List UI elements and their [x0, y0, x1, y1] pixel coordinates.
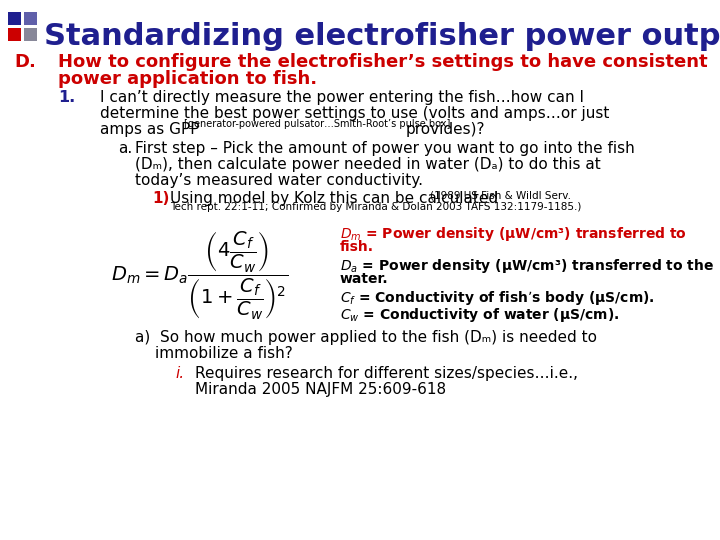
Text: 1): 1) [152, 191, 169, 206]
Text: How to configure the electrofisher’s settings to have consistent: How to configure the electrofisher’s set… [58, 53, 708, 71]
Text: Using model by Kolz this can be calculated: Using model by Kolz this can be calculat… [170, 191, 498, 206]
Bar [8, 28, 21, 41]
Bar [8, 12, 21, 25]
Text: Miranda 2005 NAJFM 25:609-618: Miranda 2005 NAJFM 25:609-618 [195, 382, 446, 397]
Text: amps as GPP: amps as GPP [100, 122, 199, 137]
Text: I can’t directly measure the power entering the fish…how can I: I can’t directly measure the power enter… [100, 90, 584, 105]
Text: Standardizing electrofisher power output:: Standardizing electrofisher power output… [44, 22, 720, 51]
Text: provides)?: provides)? [406, 122, 485, 137]
Text: First step – Pick the amount of power you want to go into the fish: First step – Pick the amount of power yo… [135, 141, 635, 156]
Text: $D_m$ = Power density (μW/cm³) transferred to: $D_m$ = Power density (μW/cm³) transferr… [340, 225, 687, 243]
Text: power application to fish.: power application to fish. [58, 70, 317, 88]
Bar [24, 28, 37, 41]
Text: fish.: fish. [340, 240, 374, 254]
Text: (Dₘ), then calculate power needed in water (Dₐ) to do this at: (Dₘ), then calculate power needed in wat… [135, 157, 600, 172]
Text: $C_f$ = Conductivity of fish’s body (μS/cm).: $C_f$ = Conductivity of fish’s body (μS/… [340, 289, 654, 307]
Text: Requires research for different sizes/species…i.e.,: Requires research for different sizes/sp… [195, 366, 578, 381]
Text: determine the best power settings to use (volts and amps…or just: determine the best power settings to use… [100, 106, 609, 121]
Bar [24, 12, 37, 25]
Text: $C_w$ = Conductivity of water (μS/cm).: $C_w$ = Conductivity of water (μS/cm). [340, 306, 619, 324]
Text: a)  So how much power applied to the fish (Dₘ) is needed to: a) So how much power applied to the fish… [135, 330, 597, 345]
Text: 1.: 1. [58, 90, 76, 105]
Text: $D_a$ = Power density (μW/cm³) transferred to the: $D_a$ = Power density (μW/cm³) transferr… [340, 257, 714, 275]
Text: i.: i. [175, 366, 184, 381]
Text: today’s measured water conductivity.: today’s measured water conductivity. [135, 173, 423, 188]
Text: water.: water. [340, 272, 389, 286]
Text: immobilize a fish?: immobilize a fish? [155, 346, 293, 361]
Text: (1989 US Fish & Wildl Serv.: (1989 US Fish & Wildl Serv. [430, 191, 571, 201]
Text: Tech rept. 22:1-11; Confirmed by Miranda & Dolan 2003 TAFS 132:1179-1185.): Tech rept. 22:1-11; Confirmed by Miranda… [170, 202, 581, 212]
Text: D.: D. [14, 53, 36, 71]
Text: $D_m = D_a \dfrac{\left(4\dfrac{C_f}{C_w}\right)}{\left(1+\dfrac{C_f}{C_w}\right: $D_m = D_a \dfrac{\left(4\dfrac{C_f}{C_w… [112, 230, 289, 322]
Text: [generator-powered pulsator…Smith-Root’s pulse box]: [generator-powered pulsator…Smith-Root’s… [184, 119, 451, 129]
Text: a.: a. [118, 141, 132, 156]
